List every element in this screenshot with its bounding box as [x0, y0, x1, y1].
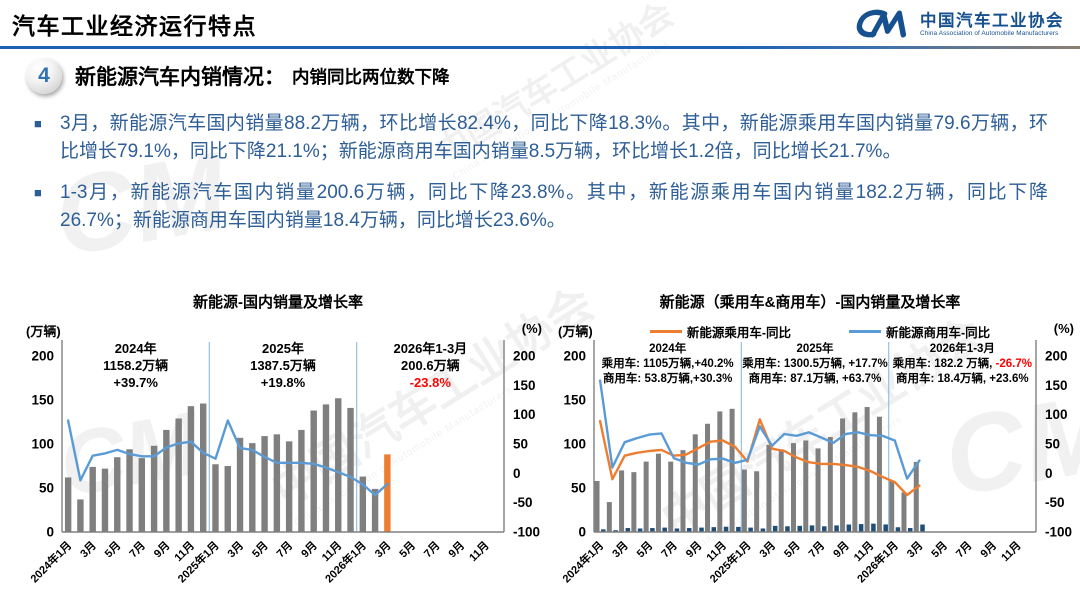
bullet-item: ■ 3月，新能源汽车国内销量88.2万辆，环比增长82.4%，同比下降18.3%…	[34, 110, 1048, 166]
bars-1	[601, 523, 925, 532]
chart-nev-pv-cv: 新能源（乘用车&商用车）-国内销量及增长率 (万辆) (%) 新能源乘用车-同比…	[544, 288, 1076, 606]
svg-text:200: 200	[563, 349, 586, 364]
logo-text: 中国汽车工业协会 China Association of Automobile…	[920, 12, 1064, 37]
logo-name-cn: 中国汽车工业协会	[920, 11, 1064, 30]
svg-text:100: 100	[31, 437, 54, 452]
svg-text:5月: 5月	[781, 539, 802, 560]
section-title: 新能源汽车内销情况：	[75, 66, 285, 89]
svg-text:9月: 9月	[299, 539, 320, 560]
svg-text:100: 100	[563, 437, 586, 452]
svg-text:150: 150	[1045, 378, 1068, 393]
svg-text:0: 0	[1045, 466, 1053, 481]
bullet-text: 1-3月，新能源汽车国内销量200.6万辆，同比下降23.8%。其中，新能源乘用…	[60, 182, 1048, 231]
svg-text:-50: -50	[1045, 495, 1065, 510]
line-1	[598, 379, 921, 480]
svg-text:9月: 9月	[446, 539, 467, 560]
header-divider	[0, 46, 1080, 49]
svg-text:7月: 7月	[659, 539, 680, 560]
svg-text:11月: 11月	[467, 539, 492, 564]
bars-0	[594, 407, 919, 532]
svg-text:50: 50	[571, 481, 586, 496]
bullet-marker: ■	[34, 116, 42, 131]
svg-text:150: 150	[513, 378, 536, 393]
bullet-text: 3月，新能源汽车国内销量88.2万辆，环比增长82.4%，同比下降18.3%。其…	[60, 113, 1048, 162]
svg-text:200: 200	[513, 349, 536, 364]
svg-text:3月: 3月	[78, 539, 99, 560]
svg-text:5月: 5月	[102, 539, 123, 560]
svg-text:7月: 7月	[806, 539, 827, 560]
svg-text:100: 100	[1045, 407, 1068, 422]
svg-text:3月: 3月	[225, 539, 246, 560]
chart-nev-domestic-total: 新能源-国内销量及增长率 (万辆) (%) 0 50 100 150 200 -100 -5…	[12, 288, 544, 606]
svg-text:200: 200	[31, 349, 54, 364]
svg-text:7月: 7月	[953, 539, 974, 560]
charts-row: 新能源-国内销量及增长率 (万辆) (%) 0 50 100 150 200 -100 -5…	[0, 288, 1080, 608]
logo-name-en: China Association of Automobile Manufact…	[920, 29, 1059, 37]
svg-text:50: 50	[1045, 437, 1060, 452]
section-number-badge: 4	[26, 58, 62, 94]
svg-text:50: 50	[39, 481, 54, 496]
svg-text:7月: 7月	[274, 539, 295, 560]
svg-text:11月: 11月	[999, 539, 1024, 564]
svg-text:9月: 9月	[151, 539, 172, 560]
svg-text:2024年1月: 2024年1月	[27, 538, 74, 585]
svg-text:9月: 9月	[978, 539, 999, 560]
svg-text:100: 100	[513, 407, 536, 422]
svg-text:150: 150	[31, 393, 54, 408]
svg-text:150: 150	[563, 393, 586, 408]
axes	[61, 340, 505, 533]
right-axis-unit: (%)	[521, 321, 542, 336]
section-subtitle: 内销同比两位数下降	[292, 66, 450, 87]
legend-line-swatch	[849, 330, 881, 333]
legend-item: 新能源乘用车-同比	[649, 322, 791, 341]
caam-logo-icon	[856, 9, 907, 38]
svg-text:0: 0	[578, 525, 586, 540]
chart-legend: 新能源乘用车-同比 新能源商用车-同比	[604, 322, 1036, 341]
bullet-item: ■ 1-3月，新能源汽车国内销量200.6万辆，同比下降23.8%。其中，新能源…	[34, 179, 1048, 235]
page-title: 汽车工业经济运行特点	[12, 13, 257, 39]
svg-text:3月: 3月	[757, 539, 778, 560]
legend-line-swatch	[649, 330, 682, 333]
svg-text:9月: 9月	[683, 539, 704, 560]
svg-text:3月: 3月	[372, 539, 393, 560]
bullet-list: ■ 3月，新能源汽车国内销量88.2万辆，环比增长82.4%，同比下降18.3%…	[34, 110, 1048, 248]
svg-text:-100: -100	[1045, 525, 1072, 540]
left-axis-unit: (万辆)	[558, 324, 593, 339]
year-separators	[208, 342, 358, 532]
svg-text:5月: 5月	[929, 539, 950, 560]
svg-text:7月: 7月	[127, 539, 148, 560]
chart-title: 新能源（乘用车&商用车）-国内销量及增长率	[659, 294, 961, 311]
svg-text:5月: 5月	[249, 539, 270, 560]
line-0	[66, 419, 389, 497]
axes	[593, 340, 1037, 533]
svg-text:-50: -50	[513, 495, 533, 510]
svg-text:7月: 7月	[421, 539, 442, 560]
left-axis-unit: (万辆)	[26, 324, 61, 339]
svg-text:3月: 3月	[904, 539, 925, 560]
svg-text:9月: 9月	[831, 539, 852, 560]
svg-text:0: 0	[46, 525, 54, 540]
bars-0	[64, 398, 391, 532]
svg-text:5月: 5月	[634, 539, 655, 560]
section-header: 4 新能源汽车内销情况： 内销同比两位数下降	[26, 56, 450, 96]
svg-text:200: 200	[1045, 349, 1068, 364]
chart-title: 新能源-国内销量及增长率	[193, 294, 363, 311]
caam-logo: 中国汽车工业协会 China Association of Automobile…	[855, 6, 1064, 42]
svg-text:5月: 5月	[397, 539, 418, 560]
svg-text:2024年1月: 2024年1月	[559, 538, 606, 585]
svg-text:0: 0	[513, 466, 521, 481]
svg-text:-100: -100	[513, 525, 540, 540]
svg-text:3月: 3月	[610, 539, 631, 560]
svg-text:50: 50	[513, 437, 528, 452]
line-0	[598, 418, 921, 497]
right-axis-unit: (%)	[1053, 321, 1074, 336]
legend-item: 新能源商用车-同比	[849, 322, 990, 341]
bullet-marker: ■	[34, 185, 42, 200]
